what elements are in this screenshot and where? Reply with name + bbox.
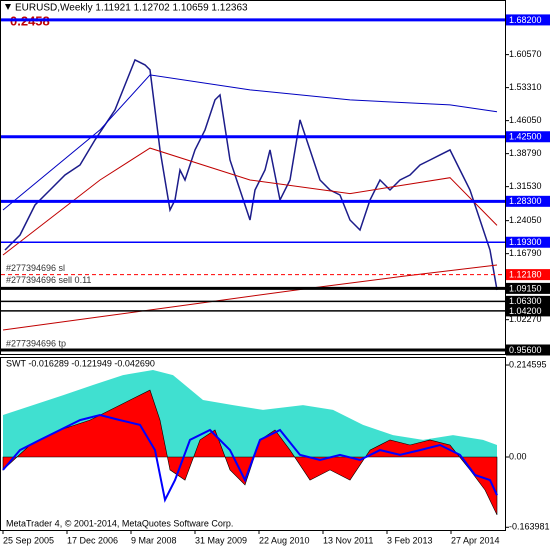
x-tick-label: 9 Mar 2008 [131,535,177,545]
copyright: MetaTrader 4, © 2001-2014, MetaQuotes So… [6,518,233,528]
level-label-bg [506,14,550,26]
y-tick-label: 1.31530 [509,181,542,191]
y-tick-label: 0.214595 [509,359,547,369]
level-label-bg [506,344,550,356]
level-label: 1.12180 [509,269,542,279]
axes: 1.60570 1.53310 1.46050 1.38790 1.31530 1.240… [2,14,550,545]
level-label: 1.42500 [509,132,542,142]
y-tick-label: 1.16790 [509,248,542,258]
main-frame [0,0,506,355]
level-label: 1.06300 [509,296,542,306]
line [2,413,498,503]
y-tick-label: 1.53310 [509,82,542,92]
x-tick-label: 3 Feb 2013 [387,535,433,545]
y-tick-label: 1.24050 [509,215,542,225]
x-tick-label: 17 Dec 2006 [67,535,118,545]
main-window: 0.2458#277394696 sl#277394696 sell 0.11#… [1,13,505,352]
y-tick-label: 1.38790 [509,148,542,158]
order-label: #277394696 sell 0.11 [6,275,91,285]
y-tick-label: 0.00 [509,451,527,461]
indicator-title: SWT -0.016289 -0.121949 -0.042690 [6,358,155,368]
level-label-bg [506,269,550,281]
collapse-icon [5,4,11,10]
level-label-bg [506,305,550,317]
chart-title: EURUSD,Weekly 1.11921 1.12702 1.10659 1.… [15,3,248,14]
level-label-bg [506,195,550,207]
level-label-bg [506,131,550,143]
level-label-bg [506,282,550,294]
x-tick-label: 13 Nov 2011 [323,535,373,545]
y-tick-label: 1.02270 [509,314,542,324]
line [4,58,498,291]
level-label: 1.09150 [509,283,542,293]
level-label: 1.28300 [509,196,542,206]
x-tick-label: 25 Sep 2005 [3,535,54,545]
level-label-bg [506,236,550,248]
level-label: 1.04200 [509,306,542,316]
level-label: 1.68200 [509,15,542,25]
x-tick-label: 31 May 2009 [195,535,247,545]
level-label: 0.95600 [509,345,542,355]
line [2,147,498,256]
indicator-frame [0,357,506,531]
y-tick-label: 1.60570 [509,49,542,59]
level-label: 1.19300 [509,237,542,247]
y-tick-label: -0.163981 [509,522,550,532]
x-tick-label: 22 Aug 2010 [259,535,310,545]
y-tick-label: 1.46050 [509,115,542,125]
line [2,264,498,331]
level-label-bg [506,295,550,307]
order-label: #277394696 tp [6,338,66,348]
indicator-window [2,370,498,516]
order-label: #277394696 sl [6,263,65,273]
x-tick-label: 27 Apr 2014 [451,535,500,545]
line [2,74,498,211]
title-bg [1,1,281,14]
